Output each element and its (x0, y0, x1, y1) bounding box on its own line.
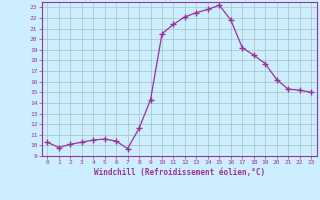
X-axis label: Windchill (Refroidissement éolien,°C): Windchill (Refroidissement éolien,°C) (94, 168, 265, 177)
